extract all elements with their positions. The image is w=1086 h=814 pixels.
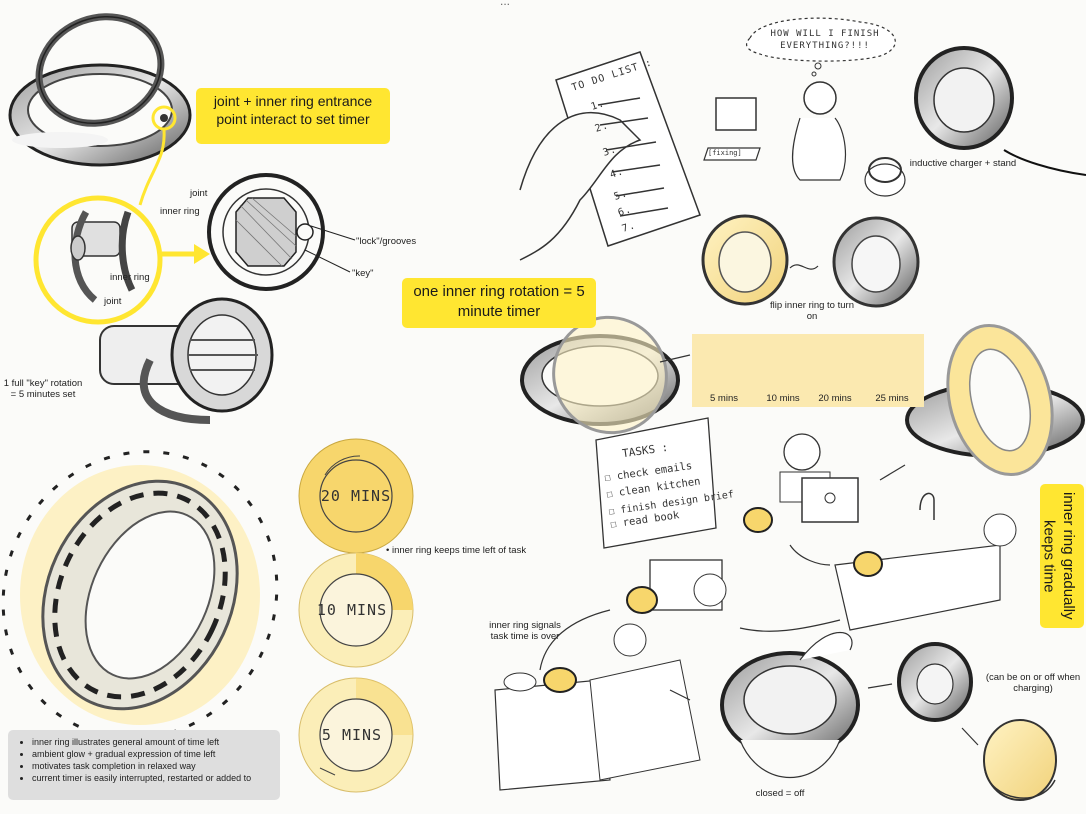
label-keeps-time-left: • inner ring keeps time left of task	[386, 545, 527, 556]
zoom-arrow	[162, 244, 210, 264]
stressed-person-sketch	[791, 81, 846, 181]
charging-rings	[897, 642, 1057, 801]
disc-label-20: 20 MINS	[321, 487, 391, 505]
timer-stages-panel	[692, 334, 924, 407]
callout-gradual: inner ring gradually keeps time	[1040, 484, 1084, 628]
label-inner-ring-top: inner ring	[160, 206, 200, 217]
label-full-key-rotation: 1 full "key" rotation = 5 minutes set	[3, 378, 83, 401]
right-ring-device	[905, 323, 1085, 477]
stage-label: 10 mins	[766, 393, 800, 404]
label-closed-off: closed = off	[755, 788, 805, 799]
todo-list-hand	[519, 51, 701, 261]
label-on-off-charging: (can be on or off when charging)	[985, 672, 1081, 695]
label-key: "key"	[352, 268, 374, 279]
timer-disc-20	[298, 438, 414, 554]
disc-label-10: 10 MINS	[317, 601, 387, 619]
laptop-screen-text: [fixing]	[708, 149, 742, 157]
stage-arrow	[659, 354, 691, 363]
callout-joint-entrance: joint + inner ring entrance point intera…	[196, 88, 390, 144]
label-joint-top: joint	[190, 188, 208, 199]
tasks-paper	[595, 417, 717, 549]
lock-cross-section	[207, 173, 325, 291]
flow-arrows	[539, 464, 979, 746]
callout-one-rotation: one inner ring rotation = 5 minute timer	[402, 278, 596, 328]
note-item: ambient glow + gradual expression of tim…	[32, 749, 272, 761]
tv-scene	[626, 559, 727, 614]
joint-dot	[160, 114, 168, 122]
thought-bubble-text: HOW WILL I FINISH EVERYTHING?!!!	[770, 29, 880, 52]
desk-scene	[743, 433, 859, 533]
leader-line	[138, 128, 166, 206]
stage-label: 20 mins	[818, 393, 852, 404]
glowing-ring-illustration	[1, 450, 279, 740]
laptop-sketch	[703, 97, 761, 161]
lock-leader	[310, 225, 356, 241]
stage-label: 25 mins	[875, 393, 909, 404]
stage-label: 5 mins	[710, 393, 738, 404]
label-flip-inner-ring: flip inner ring to turn on	[770, 300, 854, 323]
timer-disc-5	[298, 677, 414, 793]
charger-stand	[864, 46, 1086, 197]
timer-disc-10	[298, 552, 414, 668]
kitchen-scene	[834, 492, 1017, 631]
key-leader	[304, 249, 351, 273]
joint-zoom-circle	[33, 195, 163, 325]
flip-rings	[701, 214, 920, 308]
label-joint-bottom: joint	[104, 296, 122, 307]
note-item: current timer is easily interrupted, res…	[32, 773, 272, 785]
note-item: inner ring illustrates general amount of…	[32, 737, 272, 749]
label-lock-grooves: "lock"/grooves	[356, 236, 417, 247]
reading-scene	[494, 623, 701, 791]
label-signals-over: inner ring signals task time is over	[489, 620, 561, 643]
header-text: ...	[500, 0, 511, 8]
thought-bubble	[745, 17, 896, 77]
label-inductive-charger: inductive charger + stand	[909, 158, 1017, 169]
disc-label-5: 5 MINS	[322, 726, 382, 744]
closing-ring	[720, 632, 860, 778]
notes-box: inner ring illustrates general amount of…	[8, 730, 280, 800]
label-inner-ring-mid: inner ring	[110, 272, 150, 283]
key-rotation-render	[99, 297, 274, 424]
note-item: motivates task completion in relaxed way	[32, 761, 272, 773]
